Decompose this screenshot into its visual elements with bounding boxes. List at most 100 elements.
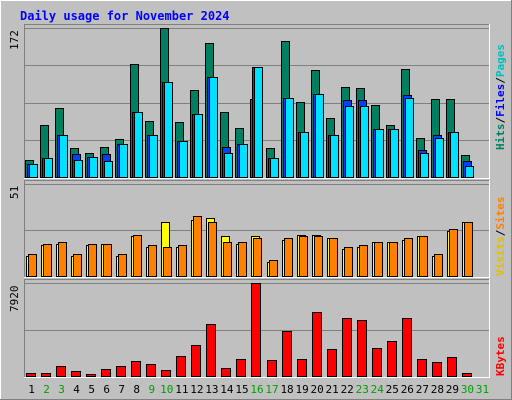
bar-pages-18 [285,98,294,178]
bar-kbytes-1 [26,373,36,377]
bar-pages-1 [29,164,38,178]
x-label-19: 19 [295,383,308,396]
x-label-26: 26 [401,383,414,396]
max-label-visits-sites: 51 [8,185,21,199]
legend-hits-files-pages-part: / [494,116,507,124]
x-label-9: 9 [148,383,155,396]
bar-sites-25 [389,242,398,277]
max-label-hits-files-pages: 172 [8,30,21,50]
bar-kbytes-8 [131,361,141,377]
bar-sites-7 [118,254,127,277]
x-label-22: 22 [341,383,354,396]
bar-pages-15 [239,144,248,178]
bar-kbytes-13 [206,324,216,377]
bar-pages-21 [330,135,339,178]
bar-pages-7 [119,144,128,178]
bar-sites-15 [238,242,247,277]
bar-pages-4 [74,160,83,178]
x-label-20: 20 [311,383,324,396]
bar-pages-20 [315,94,324,178]
bar-sites-5 [88,244,97,277]
x-label-23: 23 [356,383,369,396]
x-label-2: 2 [43,383,50,396]
x-label-1: 1 [28,383,35,396]
bar-kbytes-18 [282,331,292,377]
x-label-5: 5 [88,383,95,396]
legend-visits-sites: Visits/Sites [494,197,507,277]
x-label-31: 31 [476,383,489,396]
x-label-7: 7 [118,383,125,396]
legend-hits-files-pages-part: Files [494,83,507,117]
bar-sites-26 [404,238,413,277]
legend-visits-sites-part: / [494,229,507,237]
legend-kbytes: KBytes [494,336,507,376]
bar-kbytes-22 [342,318,352,377]
bar-pages-22 [345,106,354,178]
bar-kbytes-24 [372,348,382,377]
x-label-8: 8 [133,383,140,396]
bar-sites-1 [28,254,37,277]
x-label-27: 27 [416,383,429,396]
bar-sites-8 [133,235,142,277]
bar-pages-10 [164,82,173,178]
x-label-12: 12 [190,383,203,396]
bar-pages-24 [375,129,384,178]
bar-sites-19 [299,236,308,277]
bar-sites-24 [374,242,383,277]
bar-kbytes-4 [71,371,81,377]
bar-kbytes-10 [161,370,171,377]
bar-pages-8 [134,112,143,178]
x-label-6: 6 [103,383,110,396]
bar-sites-27 [419,236,428,277]
bar-sites-12 [193,216,202,277]
x-axis-labels: 1 2 3 4 5 6 7 8 9 10 11 12 13 14 15 16 17 18 19 20 21 22 23 24 2… [28,383,489,396]
x-label-11: 11 [175,383,188,396]
legend-hits-files-pages-part: Hits [494,123,507,151]
bar-kbytes-17 [267,360,277,377]
bar-pages-23 [360,106,369,178]
bar-pages-17 [270,158,279,178]
bar-kbytes-7 [116,366,126,377]
bar-kbytes-9 [146,364,156,377]
bar-kbytes-26 [402,318,412,377]
bar-kbytes-28 [432,362,442,377]
bar-kbytes-21 [327,349,337,377]
bar-kbytes-11 [176,356,186,377]
bar-sites-18 [284,238,293,277]
bar-sites-4 [73,254,82,277]
legend-visits-sites-part: Visits [494,236,507,276]
max-label-kbytes: 7920 [8,285,21,313]
x-label-18: 18 [280,383,293,396]
x-label-3: 3 [58,383,65,396]
bar-pages-12 [194,114,203,178]
bar-pages-19 [300,132,309,178]
bar-kbytes-2 [41,373,51,377]
x-label-16: 16 [250,383,263,396]
bar-kbytes-3 [56,366,66,377]
x-label-4: 4 [73,383,80,396]
bar-sites-14 [223,242,232,277]
bar-pages-6 [104,161,113,178]
bar-pages-25 [390,129,399,178]
legend-hits-files-pages-part: Pages [494,44,507,78]
x-label-28: 28 [431,383,444,396]
bar-kbytes-30 [462,373,472,377]
x-label-15: 15 [235,383,248,396]
bar-kbytes-15 [236,359,246,377]
x-label-30: 30 [461,383,474,396]
legend-visits-sites-part: Sites [494,196,507,230]
bar-pages-28 [435,138,444,178]
bar-pages-2 [44,158,53,178]
bar-sites-6 [103,244,112,277]
bar-pages-27 [420,153,429,178]
bar-pages-14 [224,153,233,178]
legend-hits-files-pages: Hits/Files/Pages [494,44,507,150]
bar-sites-11 [178,245,187,277]
bar-kbytes-25 [387,341,397,377]
x-label-24: 24 [371,383,385,396]
bar-pages-16 [254,67,263,178]
legend-hits-files-pages-part: / [494,77,507,84]
bar-sites-3 [58,242,67,277]
bar-sites-16 [253,238,262,277]
